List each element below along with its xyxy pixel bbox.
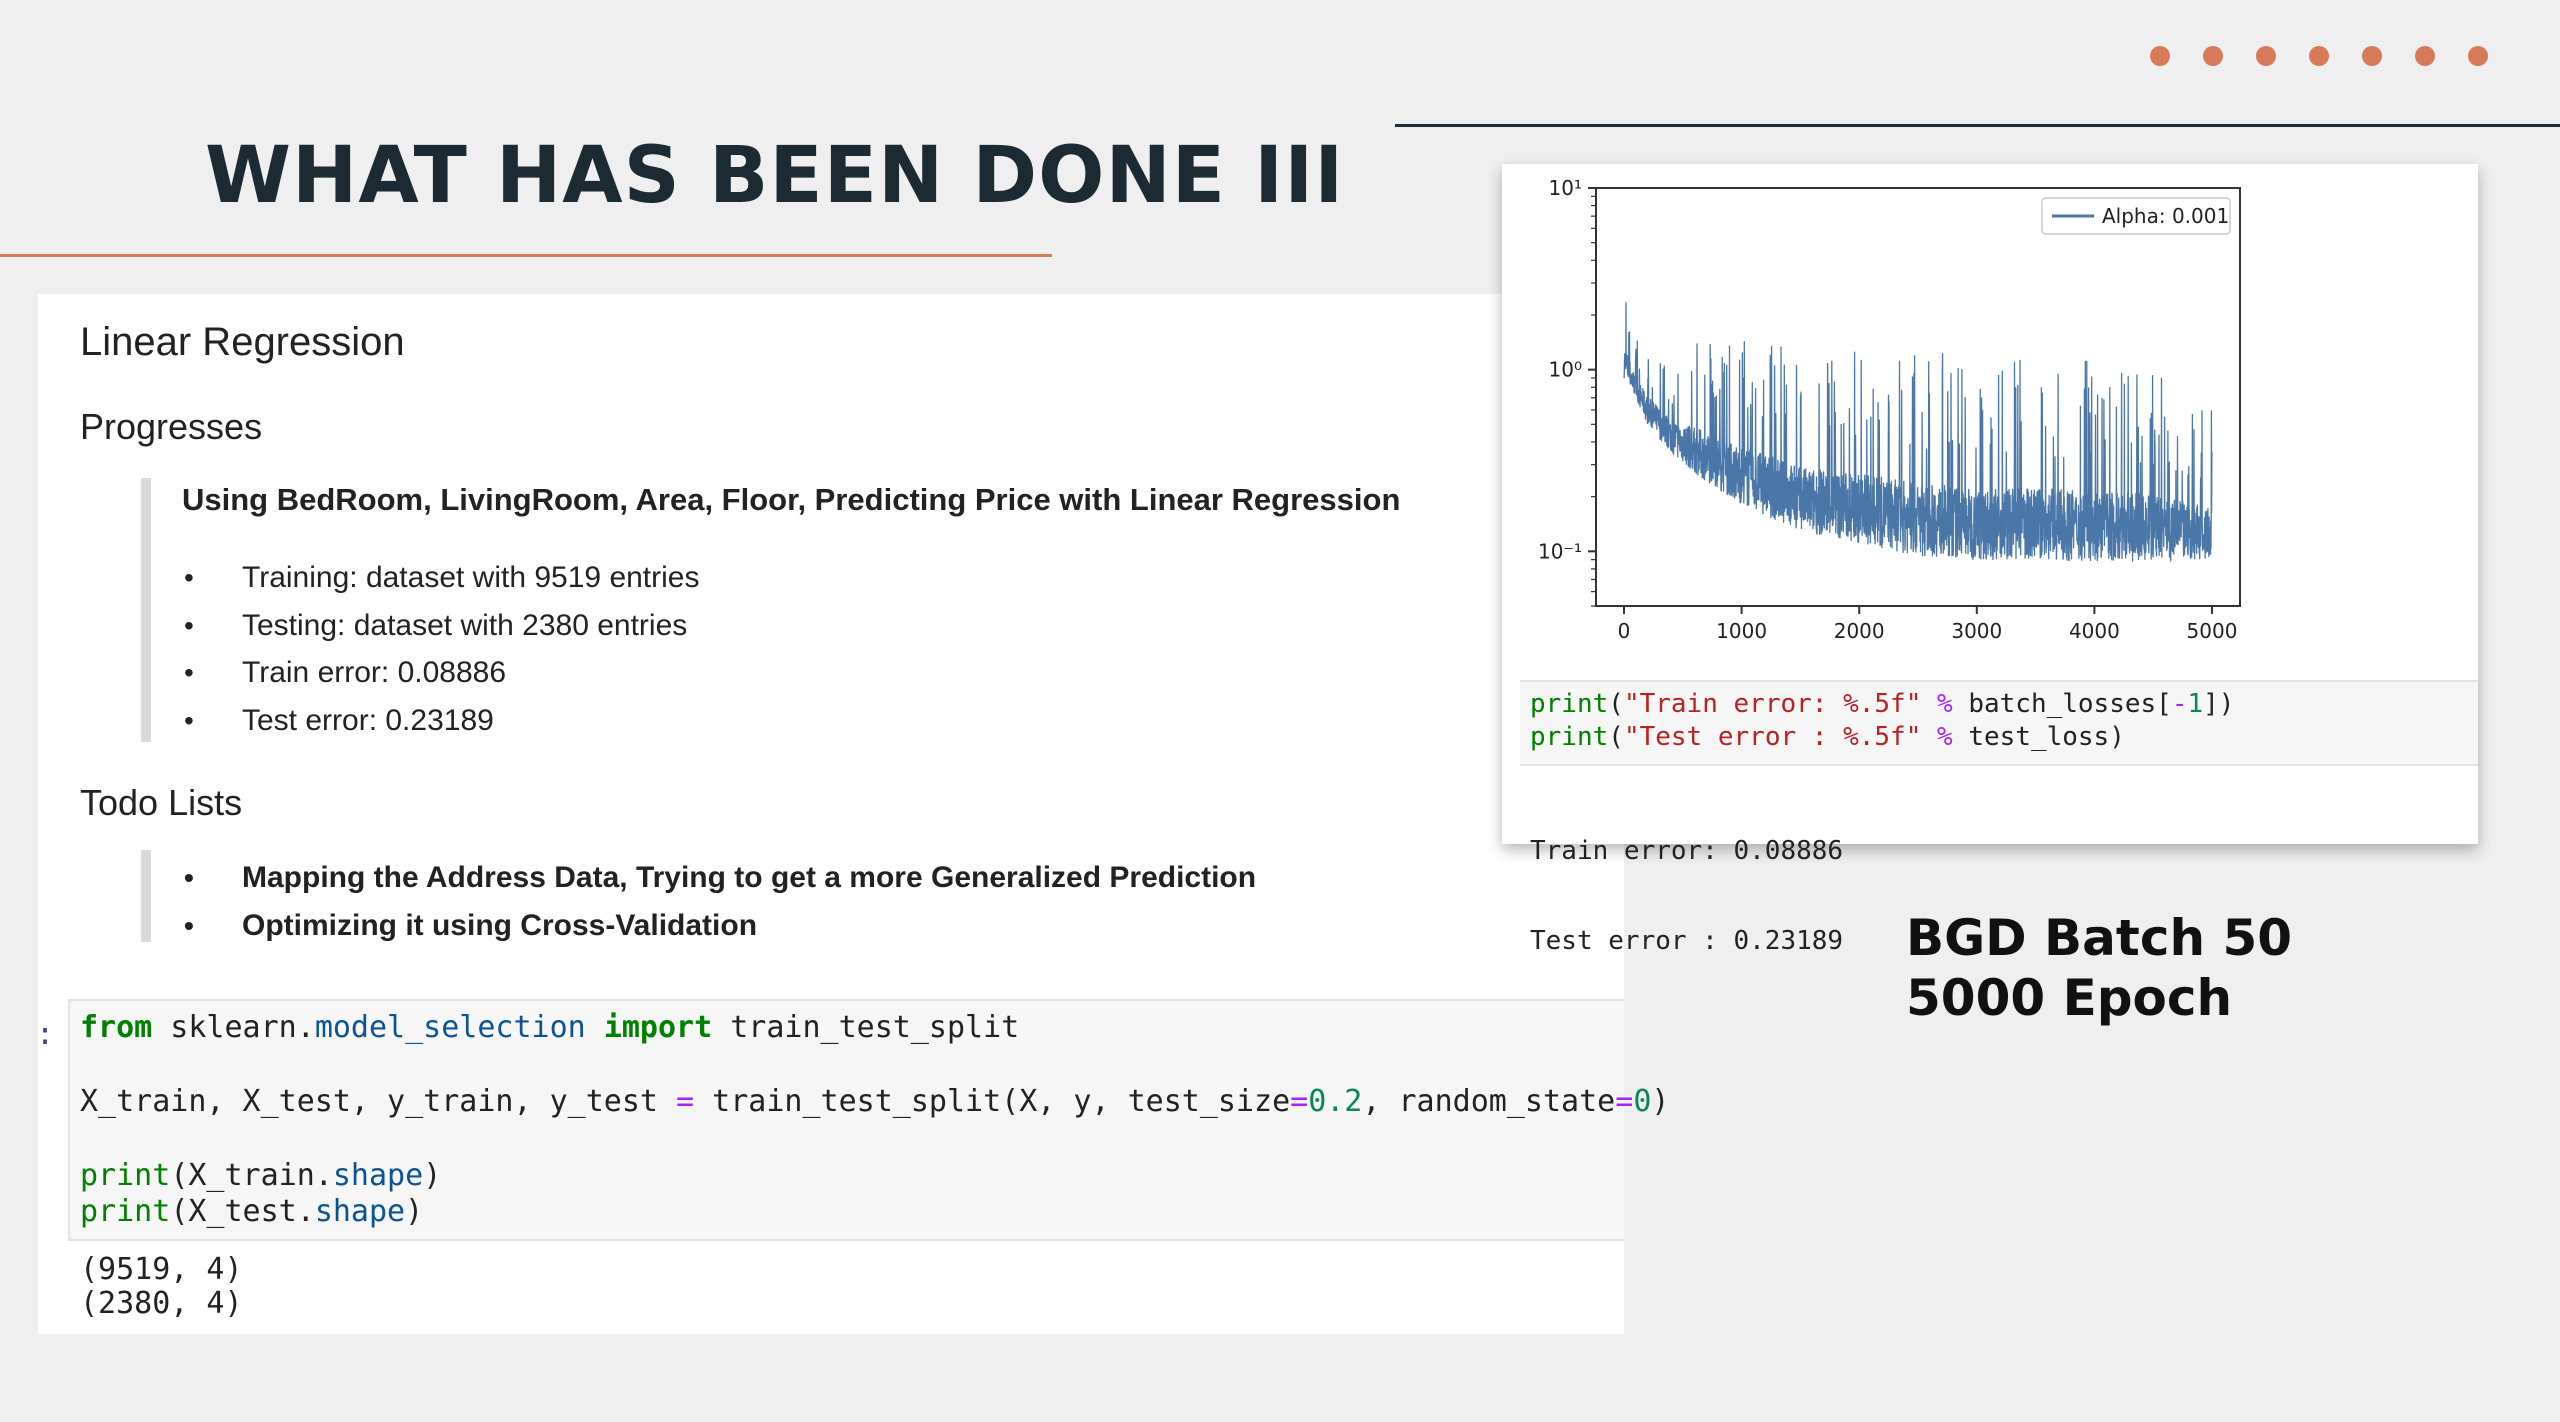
loss-series-line — [1623, 302, 2213, 562]
y-tick-label: 10¹ — [1549, 176, 1582, 200]
output-line: Train error: 0.08886 — [1530, 836, 1844, 866]
chart-caption: BGD Batch 50 5000 Epoch — [1906, 908, 2292, 1028]
code-line: from sklearn.model_selection import trai… — [80, 1010, 1020, 1045]
output-line: Test error : 0.23189 — [1530, 926, 1844, 956]
list-item: Mapping the Address Data, Trying to get … — [182, 854, 1256, 902]
list-item: Optimizing it using Cross-Validation — [182, 902, 1256, 950]
title-underline — [0, 254, 1052, 257]
y-tick-label: 10⁻¹ — [1538, 539, 1582, 563]
notebook-heading: Linear Regression — [80, 320, 405, 364]
code-line: print(X_train.shape) — [80, 1158, 442, 1193]
top-divider — [1395, 124, 2560, 127]
cell-code: print("Train error: %.5f" % batch_losses… — [1530, 688, 2234, 754]
decorative-dot — [2203, 46, 2223, 66]
list-item: Training: dataset with 9519 entries — [182, 554, 700, 602]
loss-chart: 0 1000 2000 3000 4000 5000 10¹ 10⁰ 10⁻¹ Alpha: 0.… — [1538, 176, 2241, 643]
caption-line: 5000 Epoch — [1906, 969, 2233, 1027]
cell-prompt: : — [36, 1017, 55, 1052]
x-tick-label: 1000 — [1716, 619, 1767, 643]
progress-summary: Using BedRoom, LivingRoom, Area, Floor, … — [182, 482, 1401, 517]
caption-line: BGD Batch 50 — [1906, 909, 2293, 967]
code-line: print("Test error : %.5f" % test_loss) — [1530, 722, 2125, 752]
todo-heading: Todo Lists — [80, 782, 243, 823]
slide-title: WHAT HAS BEEN DONE III — [205, 131, 1345, 221]
todo-list: Mapping the Address Data, Trying to get … — [182, 854, 1256, 949]
legend-label: Alpha: 0.001 — [2102, 204, 2229, 228]
plot-panel: 0 1000 2000 3000 4000 5000 10¹ 10⁰ 10⁻¹ Alpha: 0.… — [1502, 164, 2478, 956]
list-item: Testing: dataset with 2380 entries — [182, 602, 700, 650]
decorative-dot — [2468, 46, 2488, 66]
decorative-dot — [2362, 46, 2382, 66]
progress-list: Training: dataset with 9519 entries Test… — [182, 554, 700, 744]
cell-output: Train error: 0.08886 Test error : 0.2318… — [1530, 776, 1843, 1016]
list-item: Train error: 0.08886 — [182, 649, 700, 697]
cell-output: (9519, 4) (2380, 4) — [80, 1252, 243, 1320]
blockquote-bar — [141, 478, 151, 742]
decorative-dot — [2415, 46, 2435, 66]
code-cell[interactable] — [68, 999, 1624, 1241]
plot-frame — [1595, 187, 2241, 607]
code-cell[interactable] — [1520, 680, 2478, 766]
list-item: Test error: 0.23189 — [182, 697, 700, 745]
progresses-heading: Progresses — [80, 406, 263, 447]
x-tick-label: 4000 — [2069, 619, 2120, 643]
blockquote-bar — [141, 850, 151, 942]
decorative-dot — [2309, 46, 2329, 66]
x-tick-label: 5000 — [2187, 619, 2238, 643]
output-line: (2380, 4) — [80, 1286, 243, 1321]
code-line: print(X_test.shape) — [80, 1194, 424, 1229]
legend-box — [2041, 197, 2231, 235]
notebook-panel: Linear Regression Progresses Using BedRo… — [36, 294, 1669, 1334]
output-line: (9519, 4) — [80, 1252, 243, 1287]
decorative-dot — [2150, 46, 2170, 66]
code-line: print("Train error: %.5f" % batch_losses… — [1530, 689, 2235, 719]
x-tick-label: 0 — [1618, 619, 1631, 643]
decorative-dots — [2150, 44, 2520, 68]
y-tick-label: 10⁰ — [1549, 358, 1582, 382]
decorative-dot — [2256, 46, 2276, 66]
x-tick-label: 3000 — [1951, 619, 2002, 643]
x-tick-label: 2000 — [1834, 619, 1885, 643]
code-line: X_train, X_test, y_train, y_test = train… — [80, 1084, 1670, 1119]
